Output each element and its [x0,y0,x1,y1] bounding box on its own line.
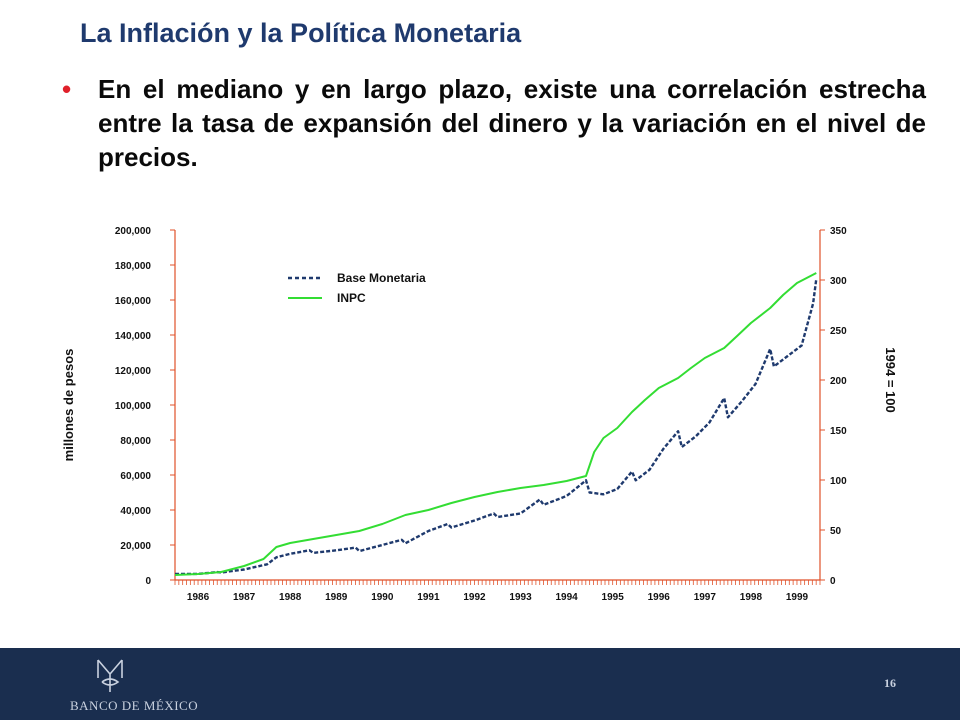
left-axis-tick-label: 140,000 [115,331,152,342]
x-axis-tick-label: 1986 [187,592,210,603]
x-axis-tick-label: 1999 [786,592,809,603]
bank-name: BANCO DE MÉXICO [70,698,199,713]
left-axis-tick-label: 180,000 [115,261,152,272]
page-number: 16 [884,676,896,690]
right-axis-tick-label: 100 [830,476,847,487]
right-axis-tick-label: 200 [830,376,847,387]
x-axis-tick-label: 1988 [279,592,302,603]
right-axis-tick-label: 0 [830,576,836,587]
x-axis-tick-label: 1990 [371,592,394,603]
x-axis-tick-label: 1989 [325,592,348,603]
bullet-point: • En el mediano y en largo plazo, existe… [62,72,926,174]
right-axis-tick-label: 50 [830,526,842,537]
left-axis-tick-label: 20,000 [120,541,151,552]
x-axis-tick-label: 1995 [602,592,625,603]
left-axis-tick-label: 160,000 [115,296,152,307]
left-axis-tick-label: 100,000 [115,401,152,412]
bullet-text: En el mediano y en largo plazo, existe u… [98,74,926,172]
footer-bar: BANCO DE MÉXICO 16 [0,648,960,720]
x-axis-tick-label: 1998 [740,592,763,603]
bullet-marker: • [62,74,72,104]
x-axis-tick-label: 1987 [233,592,256,603]
right-axis-title: 1994 = 100 [883,347,898,412]
left-axis-tick-label: 200,000 [115,226,152,237]
banxico-logo-icon [97,659,123,692]
left-axis-tick-label: 40,000 [120,506,151,517]
slide-title: La Inflación y la Política Monetaria [80,18,522,48]
x-axis-tick-label: 1991 [417,592,440,603]
series-line-base-monetaria [175,278,818,576]
series-line-inpc [174,272,817,576]
x-axis-tick-label: 1996 [648,592,671,603]
left-axis-tick-label: 80,000 [120,436,151,447]
right-axis-tick-label: 150 [830,426,847,437]
legend-label: Base Monetaria [337,271,426,285]
left-axis-tick-label: 0 [145,576,151,587]
right-axis-tick-label: 300 [830,276,847,287]
x-axis-tick-label: 1997 [694,592,717,603]
x-axis-tick-label: 1993 [509,592,532,603]
right-axis-tick-label: 350 [830,226,847,237]
x-axis-tick-label: 1994 [555,592,578,603]
left-axis-tick-label: 60,000 [120,471,151,482]
left-axis-title: millones de pesos [61,349,76,462]
monetary-base-inpc-chart: 0 20,000 40,000 60,000 80,000 100,000 120,000 1… [61,226,898,603]
x-axis-tick-label: 1992 [463,592,486,603]
right-axis-tick-label: 250 [830,326,847,337]
legend-label: INPC [337,291,366,305]
left-axis-tick-label: 120,000 [115,366,152,377]
